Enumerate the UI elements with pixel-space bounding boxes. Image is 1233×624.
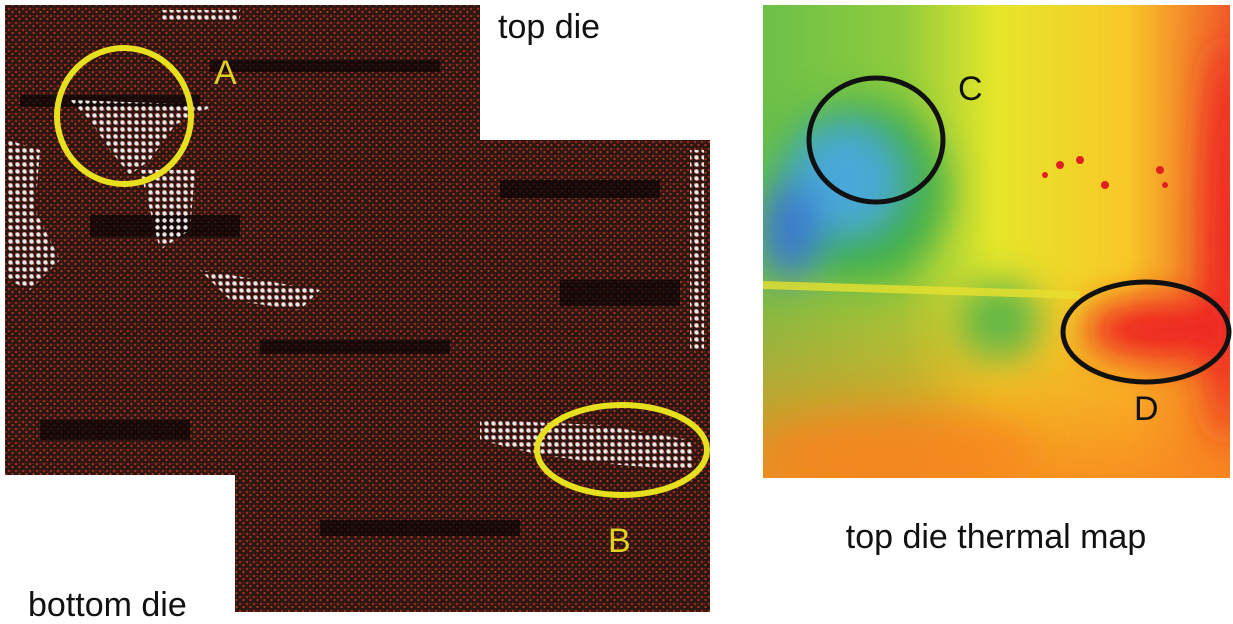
thermal-map xyxy=(760,5,1233,490)
top-die xyxy=(5,5,480,475)
top-die-label: top die xyxy=(498,8,600,46)
region-c-label: C xyxy=(958,70,983,108)
die-layout: A B xyxy=(5,5,710,612)
region-b-label: B xyxy=(608,522,631,560)
thermal-caption: top die thermal map xyxy=(846,518,1147,556)
figure: A B top die bottom die C D top die therm… xyxy=(0,0,1233,619)
region-d-label: D xyxy=(1134,390,1159,428)
bottom-die-label: bottom die xyxy=(28,586,187,619)
region-a-label: A xyxy=(214,54,237,92)
